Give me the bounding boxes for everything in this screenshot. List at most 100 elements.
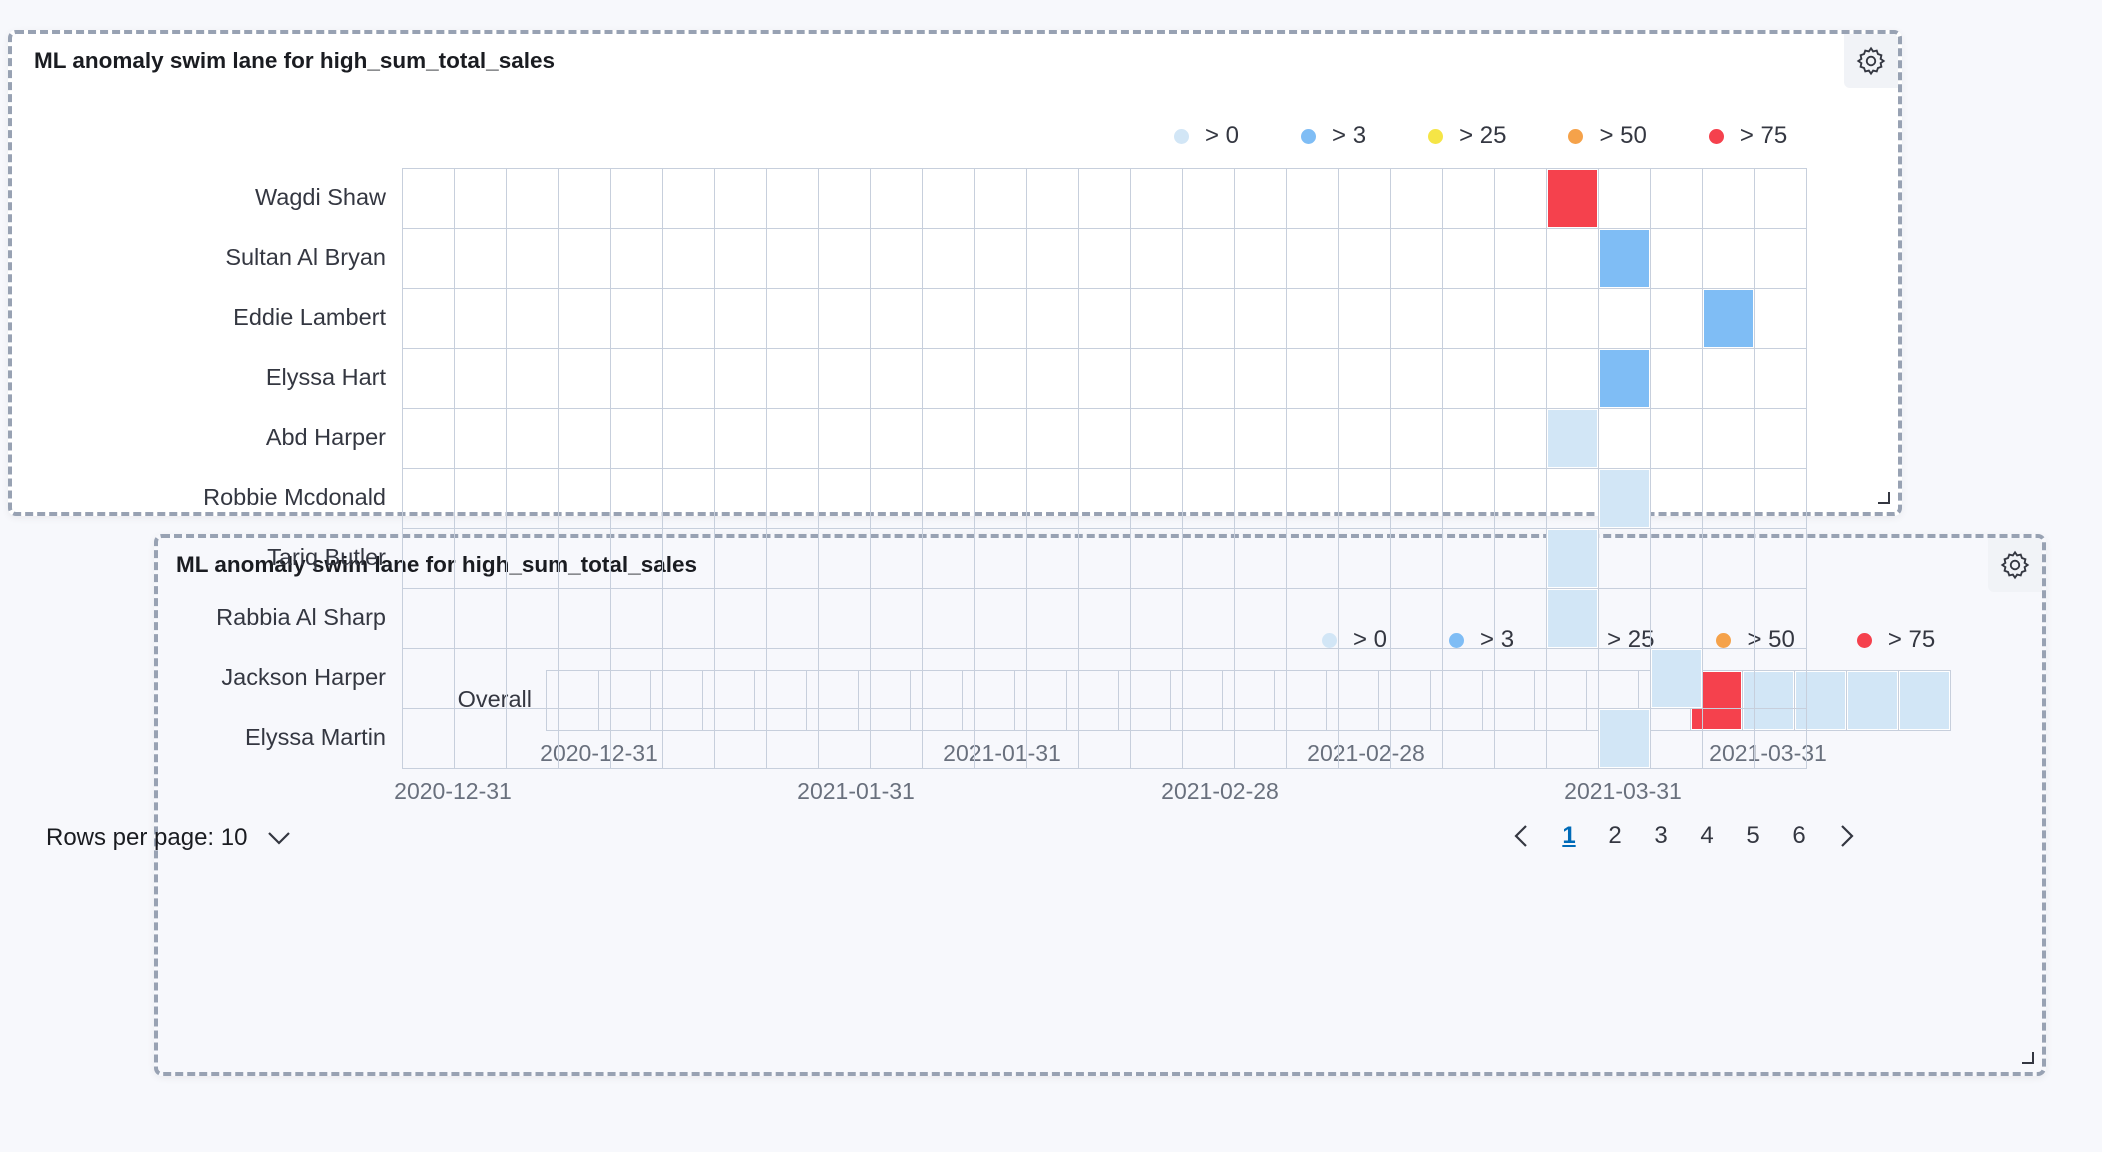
swimlane-cell[interactable] bbox=[506, 228, 559, 289]
swimlane-cell[interactable] bbox=[922, 588, 975, 649]
swimlane-cell[interactable] bbox=[1754, 588, 1807, 649]
swimlane-cell[interactable] bbox=[1286, 408, 1339, 469]
swimlane-cell[interactable] bbox=[1026, 648, 1079, 709]
swimlane-cell[interactable] bbox=[922, 528, 975, 589]
swimlane-cell[interactable] bbox=[974, 408, 1027, 469]
swimlane-cell[interactable] bbox=[1026, 348, 1079, 409]
swimlane-cell[interactable] bbox=[506, 528, 559, 589]
anomaly-cell[interactable] bbox=[1598, 348, 1651, 409]
swimlane-cell[interactable] bbox=[1546, 288, 1599, 349]
swimlane-cell[interactable] bbox=[402, 348, 455, 409]
swimlane-cell[interactable] bbox=[714, 588, 767, 649]
anomaly-cell[interactable] bbox=[1898, 670, 1951, 731]
swimlane-cell[interactable] bbox=[454, 528, 507, 589]
swimlane-cell[interactable] bbox=[1338, 408, 1391, 469]
swimlane-cell[interactable] bbox=[1390, 408, 1443, 469]
swimlane-cell[interactable] bbox=[818, 288, 871, 349]
swimlane-cell[interactable] bbox=[1650, 288, 1703, 349]
swimlane-cell[interactable] bbox=[766, 288, 819, 349]
swimlane-cell[interactable] bbox=[714, 168, 767, 229]
swimlane-cell[interactable] bbox=[922, 408, 975, 469]
swimlane-cell[interactable] bbox=[1754, 288, 1807, 349]
swimlane-cell[interactable] bbox=[1234, 708, 1287, 769]
swimlane-cell[interactable] bbox=[662, 588, 715, 649]
swimlane-cell[interactable] bbox=[922, 228, 975, 289]
swimlane-cell[interactable] bbox=[766, 408, 819, 469]
anomaly-cell[interactable] bbox=[1702, 288, 1755, 349]
swimlane-cell[interactable] bbox=[714, 648, 767, 709]
swimlane-cell[interactable] bbox=[506, 588, 559, 649]
swimlane-cell[interactable] bbox=[610, 588, 663, 649]
anomaly-cell[interactable] bbox=[1546, 588, 1599, 649]
swimlane-cell[interactable] bbox=[1026, 588, 1079, 649]
swimlane-cell[interactable] bbox=[922, 168, 975, 229]
swimlane-cell[interactable] bbox=[1338, 348, 1391, 409]
swimlane-cell[interactable] bbox=[1390, 468, 1443, 529]
swimlane-cell[interactable] bbox=[974, 468, 1027, 529]
swimlane-cell[interactable] bbox=[1078, 708, 1131, 769]
swimlane-cell[interactable] bbox=[1702, 468, 1755, 529]
swimlane-cell[interactable] bbox=[1182, 288, 1235, 349]
swimlane-cell[interactable] bbox=[1234, 528, 1287, 589]
swimlane-cell[interactable] bbox=[1754, 408, 1807, 469]
swimlane-cell[interactable] bbox=[1390, 348, 1443, 409]
swimlane-cell[interactable] bbox=[558, 288, 611, 349]
swimlane-cell[interactable] bbox=[662, 348, 715, 409]
swimlane-cell[interactable] bbox=[1754, 648, 1807, 709]
swimlane-cell[interactable] bbox=[1598, 528, 1651, 589]
swimlane-cell[interactable] bbox=[558, 528, 611, 589]
panel-settings-button[interactable] bbox=[1844, 34, 1898, 88]
swimlane-cell[interactable] bbox=[1702, 648, 1755, 709]
swimlane-cell[interactable] bbox=[1026, 228, 1079, 289]
swimlane-cell[interactable] bbox=[558, 168, 611, 229]
swimlane-cell[interactable] bbox=[1078, 468, 1131, 529]
swimlane-cell[interactable] bbox=[1494, 228, 1547, 289]
swimlane-cell[interactable] bbox=[662, 528, 715, 589]
swimlane-cell[interactable] bbox=[662, 408, 715, 469]
swimlane-cell[interactable] bbox=[1598, 168, 1651, 229]
swimlane-cell[interactable] bbox=[974, 528, 1027, 589]
swimlane-cell[interactable] bbox=[870, 168, 923, 229]
swimlane-cell[interactable] bbox=[454, 588, 507, 649]
swimlane-cell[interactable] bbox=[1546, 648, 1599, 709]
swimlane-cell[interactable] bbox=[506, 348, 559, 409]
swimlane-cell[interactable] bbox=[1338, 648, 1391, 709]
swimlane-cell[interactable] bbox=[662, 228, 715, 289]
swimlane-cell[interactable] bbox=[766, 588, 819, 649]
swimlane-cell[interactable] bbox=[714, 228, 767, 289]
swimlane-cell[interactable] bbox=[1234, 288, 1287, 349]
swimlane-cell[interactable] bbox=[818, 408, 871, 469]
swimlane-cell[interactable] bbox=[1650, 228, 1703, 289]
swimlane-cell[interactable] bbox=[1598, 588, 1651, 649]
swimlane-cell[interactable] bbox=[1182, 348, 1235, 409]
swimlane-cell[interactable] bbox=[818, 528, 871, 589]
swimlane-cell[interactable] bbox=[1754, 528, 1807, 589]
swimlane-cell[interactable] bbox=[1442, 348, 1495, 409]
swimlane-cell[interactable] bbox=[1702, 408, 1755, 469]
swimlane-cell[interactable] bbox=[974, 348, 1027, 409]
swimlane-cell[interactable] bbox=[974, 288, 1027, 349]
swimlane-cell[interactable] bbox=[1234, 408, 1287, 469]
rows-per-page-select[interactable]: Rows per page: 10 bbox=[46, 824, 293, 852]
swimlane-cell[interactable] bbox=[1286, 528, 1339, 589]
swimlane-cell[interactable] bbox=[870, 408, 923, 469]
anomaly-cell[interactable] bbox=[1546, 528, 1599, 589]
page-button[interactable]: 4 bbox=[1700, 822, 1714, 849]
swimlane-cell[interactable] bbox=[1598, 648, 1651, 709]
swimlane-cell[interactable] bbox=[766, 468, 819, 529]
swimlane-cell[interactable] bbox=[402, 288, 455, 349]
swimlane-cell[interactable] bbox=[922, 468, 975, 529]
swimlane-cell[interactable] bbox=[1130, 288, 1183, 349]
swimlane-cell[interactable] bbox=[1754, 708, 1807, 769]
swimlane-cell[interactable] bbox=[1338, 528, 1391, 589]
swimlane-cell[interactable] bbox=[1442, 468, 1495, 529]
swimlane-cell[interactable] bbox=[1130, 408, 1183, 469]
swimlane-cell[interactable] bbox=[454, 708, 507, 769]
swimlane-cell[interactable] bbox=[1494, 588, 1547, 649]
swimlane-cell[interactable] bbox=[974, 648, 1027, 709]
swimlane-cell[interactable] bbox=[1286, 588, 1339, 649]
swimlane-cell[interactable] bbox=[1026, 528, 1079, 589]
swimlane-cell[interactable] bbox=[1286, 348, 1339, 409]
swimlane-cell[interactable] bbox=[454, 408, 507, 469]
swimlane-cell[interactable] bbox=[1078, 228, 1131, 289]
